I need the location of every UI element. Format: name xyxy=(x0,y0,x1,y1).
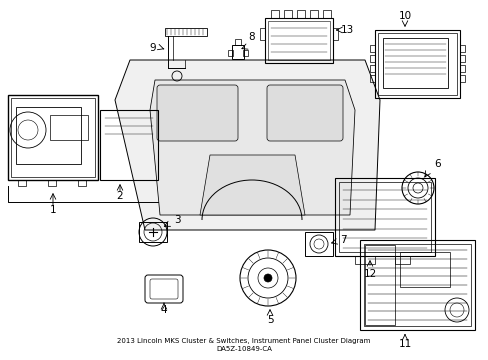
Bar xyxy=(369,65,374,72)
Bar xyxy=(399,252,449,287)
Bar xyxy=(270,10,279,18)
Bar xyxy=(377,33,456,95)
Bar xyxy=(264,18,332,63)
Text: 12: 12 xyxy=(363,269,376,279)
Bar xyxy=(260,28,264,40)
Circle shape xyxy=(264,274,271,282)
FancyBboxPatch shape xyxy=(266,85,342,141)
Bar xyxy=(100,110,158,180)
Bar xyxy=(459,65,464,72)
Text: 13: 13 xyxy=(340,25,353,35)
Bar xyxy=(364,245,394,325)
Bar xyxy=(394,256,409,264)
Bar xyxy=(459,55,464,62)
Polygon shape xyxy=(115,60,379,230)
Bar xyxy=(359,240,474,330)
Bar xyxy=(231,45,244,59)
Bar xyxy=(323,10,330,18)
Bar xyxy=(16,107,81,164)
Bar xyxy=(459,75,464,82)
Bar xyxy=(139,222,167,242)
Bar xyxy=(363,244,470,326)
Text: 2: 2 xyxy=(117,191,123,201)
Bar xyxy=(459,45,464,52)
Text: 7: 7 xyxy=(339,235,346,245)
Polygon shape xyxy=(150,80,354,215)
Bar xyxy=(369,75,374,82)
FancyBboxPatch shape xyxy=(157,85,238,141)
Text: 1: 1 xyxy=(50,205,56,215)
Bar xyxy=(338,182,430,252)
Bar xyxy=(11,98,95,177)
Bar xyxy=(309,10,317,18)
Text: 5: 5 xyxy=(266,315,273,325)
Text: 4: 4 xyxy=(161,305,167,315)
Bar xyxy=(369,45,374,52)
Text: 3: 3 xyxy=(173,215,180,225)
Polygon shape xyxy=(200,155,305,215)
Text: 10: 10 xyxy=(398,11,411,21)
Text: 8: 8 xyxy=(248,32,255,42)
Bar xyxy=(267,21,329,60)
Bar xyxy=(48,180,56,186)
Text: 11: 11 xyxy=(398,339,411,349)
Bar xyxy=(18,180,26,186)
Text: 6: 6 xyxy=(434,159,440,169)
Bar xyxy=(374,30,459,98)
Bar xyxy=(243,50,247,56)
Text: 2013 Lincoln MKS Cluster & Switches, Instrument Panel Cluster Diagram
DA5Z-10849: 2013 Lincoln MKS Cluster & Switches, Ins… xyxy=(117,338,370,352)
Bar xyxy=(332,28,337,40)
Bar xyxy=(284,10,291,18)
Bar xyxy=(354,256,374,264)
Bar xyxy=(334,178,434,256)
Bar xyxy=(78,180,86,186)
Bar xyxy=(305,232,332,256)
Bar xyxy=(296,10,305,18)
Bar xyxy=(369,55,374,62)
Bar xyxy=(382,38,447,88)
Bar xyxy=(8,95,98,180)
Bar xyxy=(50,115,88,140)
Bar xyxy=(235,39,241,45)
Bar xyxy=(227,50,232,56)
Bar xyxy=(164,28,206,36)
Text: 9: 9 xyxy=(149,43,156,53)
